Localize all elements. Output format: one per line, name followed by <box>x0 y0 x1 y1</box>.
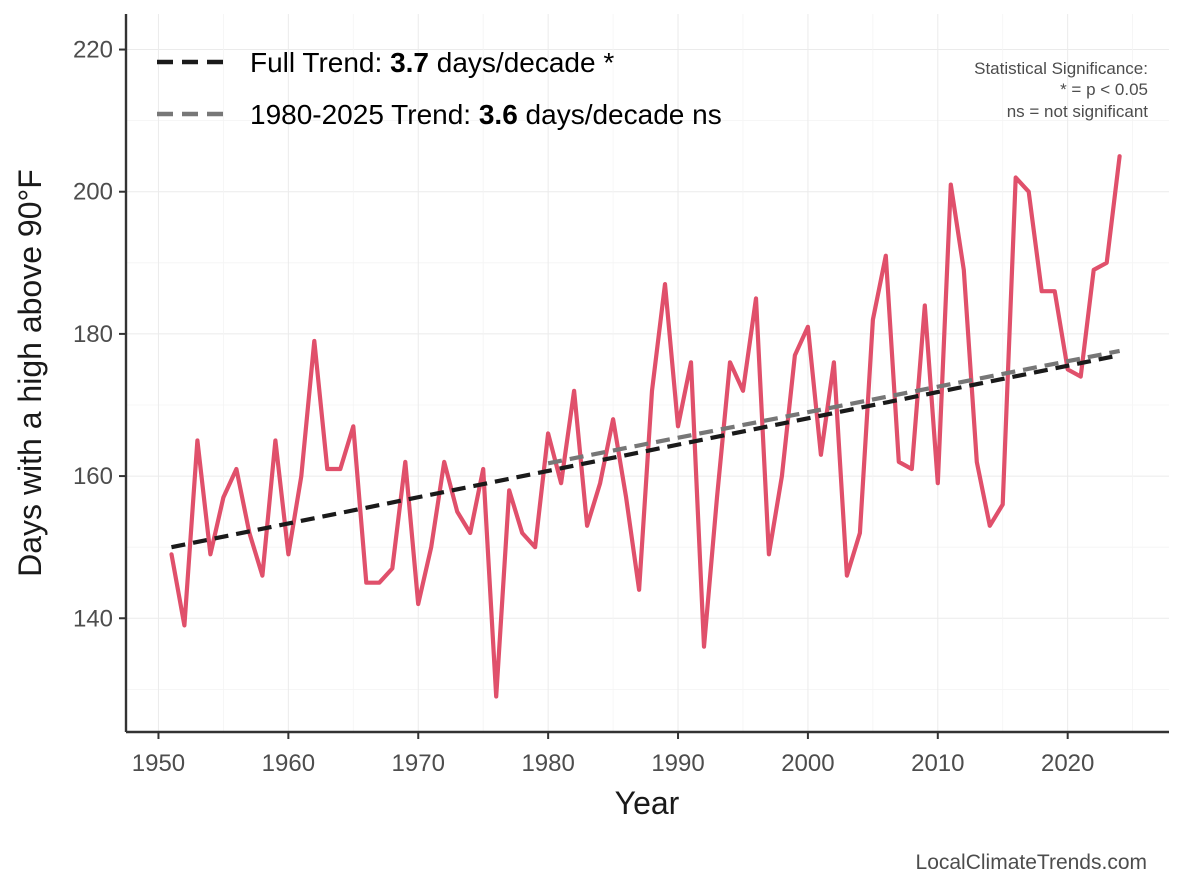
y-tick-label: 180 <box>73 321 113 348</box>
legend-full-prefix: Full Trend: <box>250 47 390 78</box>
series-line-0 <box>169 154 1122 699</box>
significance-note: Statistical Significance: * = p < 0.05 n… <box>974 59 1148 121</box>
significance-title: Statistical Significance: <box>974 59 1148 78</box>
grid <box>126 14 1169 732</box>
x-tick-label: 2010 <box>911 750 964 777</box>
trend-line-0 <box>171 353 1121 550</box>
ticks: 140 160 180 200 220 1950 1960 1970 1980 1990 2000 2… <box>73 37 1094 777</box>
legend: Full Trend: 3.7 days/decade * 1980-2025 … <box>157 47 722 130</box>
source-credit: LocalClimateTrends.com <box>916 851 1147 874</box>
x-axis-title: Year <box>615 785 680 821</box>
x-tick-label: 1980 <box>521 750 574 777</box>
x-tick-label: 1990 <box>651 750 704 777</box>
legend-1980-prefix: 1980-2025 Trend: <box>250 99 479 130</box>
x-tick-label: 1950 <box>132 750 185 777</box>
x-tick-label: 2000 <box>781 750 834 777</box>
legend-full-suffix: days/decade * <box>429 47 614 78</box>
trend-line-1 <box>547 348 1121 466</box>
significance-line-2: ns = not significant <box>1007 102 1149 121</box>
x-tick-label: 1960 <box>262 750 315 777</box>
legend-1980-suffix: days/decade ns <box>518 99 722 130</box>
y-tick-label: 140 <box>73 605 113 632</box>
legend-full-value: 3.7 <box>390 47 429 78</box>
legend-1980-value: 3.6 <box>479 99 518 130</box>
x-tick-label: 1970 <box>392 750 445 777</box>
legend-label-full-trend: Full Trend: 3.7 days/decade * <box>250 47 614 78</box>
legend-label-1980-trend: 1980-2025 Trend: 3.6 days/decade ns <box>250 99 722 130</box>
y-tick-label: 220 <box>73 37 113 64</box>
x-tick-label: 2020 <box>1041 750 1094 777</box>
y-tick-label: 200 <box>73 179 113 206</box>
significance-line-1: * = p < 0.05 <box>1060 80 1148 99</box>
axes <box>124 14 1169 734</box>
trend-lines <box>171 348 1121 550</box>
data-series <box>169 154 1122 699</box>
y-tick-label: 160 <box>73 463 113 490</box>
y-axis-title: Days with a high above 90°F <box>12 169 48 577</box>
